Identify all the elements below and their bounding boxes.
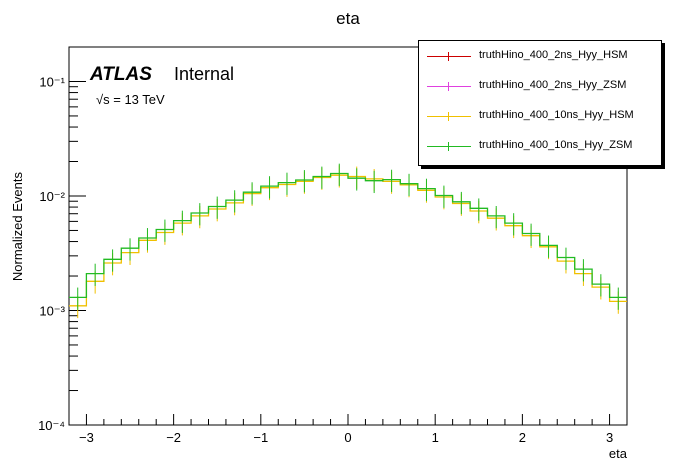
legend-swatch (427, 52, 471, 61)
x-axis-label: eta (609, 446, 628, 461)
x-tick-label: 0 (344, 430, 351, 445)
legend-label: truthHino_400_2ns_Hyy_ZSM (479, 79, 627, 91)
series-line (69, 172, 627, 299)
energy-label: √s = 13 TeV (96, 92, 165, 107)
y-axis-label: Normalized Events (10, 172, 25, 282)
legend-swatch (427, 82, 471, 91)
legend-entry-2ns-hsm: truthHino_400_2ns_Hyy_HSM (419, 43, 661, 71)
x-tick-label: −1 (253, 430, 268, 445)
x-tick-label: −2 (166, 430, 181, 445)
y-tick-label: 10⁻⁴ (38, 418, 65, 433)
legend-label: truthHino_400_2ns_Hyy_HSM (479, 49, 628, 61)
axes: −3 −2 −1 0 1 2 3 10⁻⁴ 10⁻³ 10⁻² 10⁻¹ (38, 46, 628, 445)
y-tick-label: 10⁻³ (39, 303, 65, 318)
legend-entry-10ns-hsm: truthHino_400_10ns_Hyy_HSM (419, 103, 661, 131)
series-layer (69, 163, 627, 319)
series-truthHino_400_10ns_Hyy_HSM (69, 165, 627, 319)
x-tick-label: −3 (79, 430, 94, 445)
chart-title: eta (336, 9, 360, 28)
legend-entry-2ns-zsm: truthHino_400_2ns_Hyy_ZSM (419, 73, 661, 101)
series-line (69, 174, 627, 307)
x-tick-label: 1 (432, 430, 439, 445)
series-truthHino_400_10ns_Hyy_ZSM (69, 163, 627, 310)
legend-swatch (427, 142, 471, 151)
x-tick-label: 2 (519, 430, 526, 445)
y-tick-label: 10⁻¹ (39, 74, 65, 89)
y-tick-label: 10⁻² (39, 189, 65, 204)
legend-swatch (427, 112, 471, 121)
legend-label: truthHino_400_10ns_Hyy_ZSM (479, 139, 633, 151)
legend: truthHino_400_2ns_Hyy_HSM truthHino_400_… (418, 40, 662, 166)
legend-entry-10ns-zsm: truthHino_400_10ns_Hyy_ZSM (419, 133, 661, 161)
atlas-label: ATLAS (89, 64, 152, 85)
x-tick-label: 3 (606, 430, 613, 445)
legend-label: truthHino_400_10ns_Hyy_HSM (479, 109, 634, 121)
internal-label: Internal (174, 64, 234, 84)
